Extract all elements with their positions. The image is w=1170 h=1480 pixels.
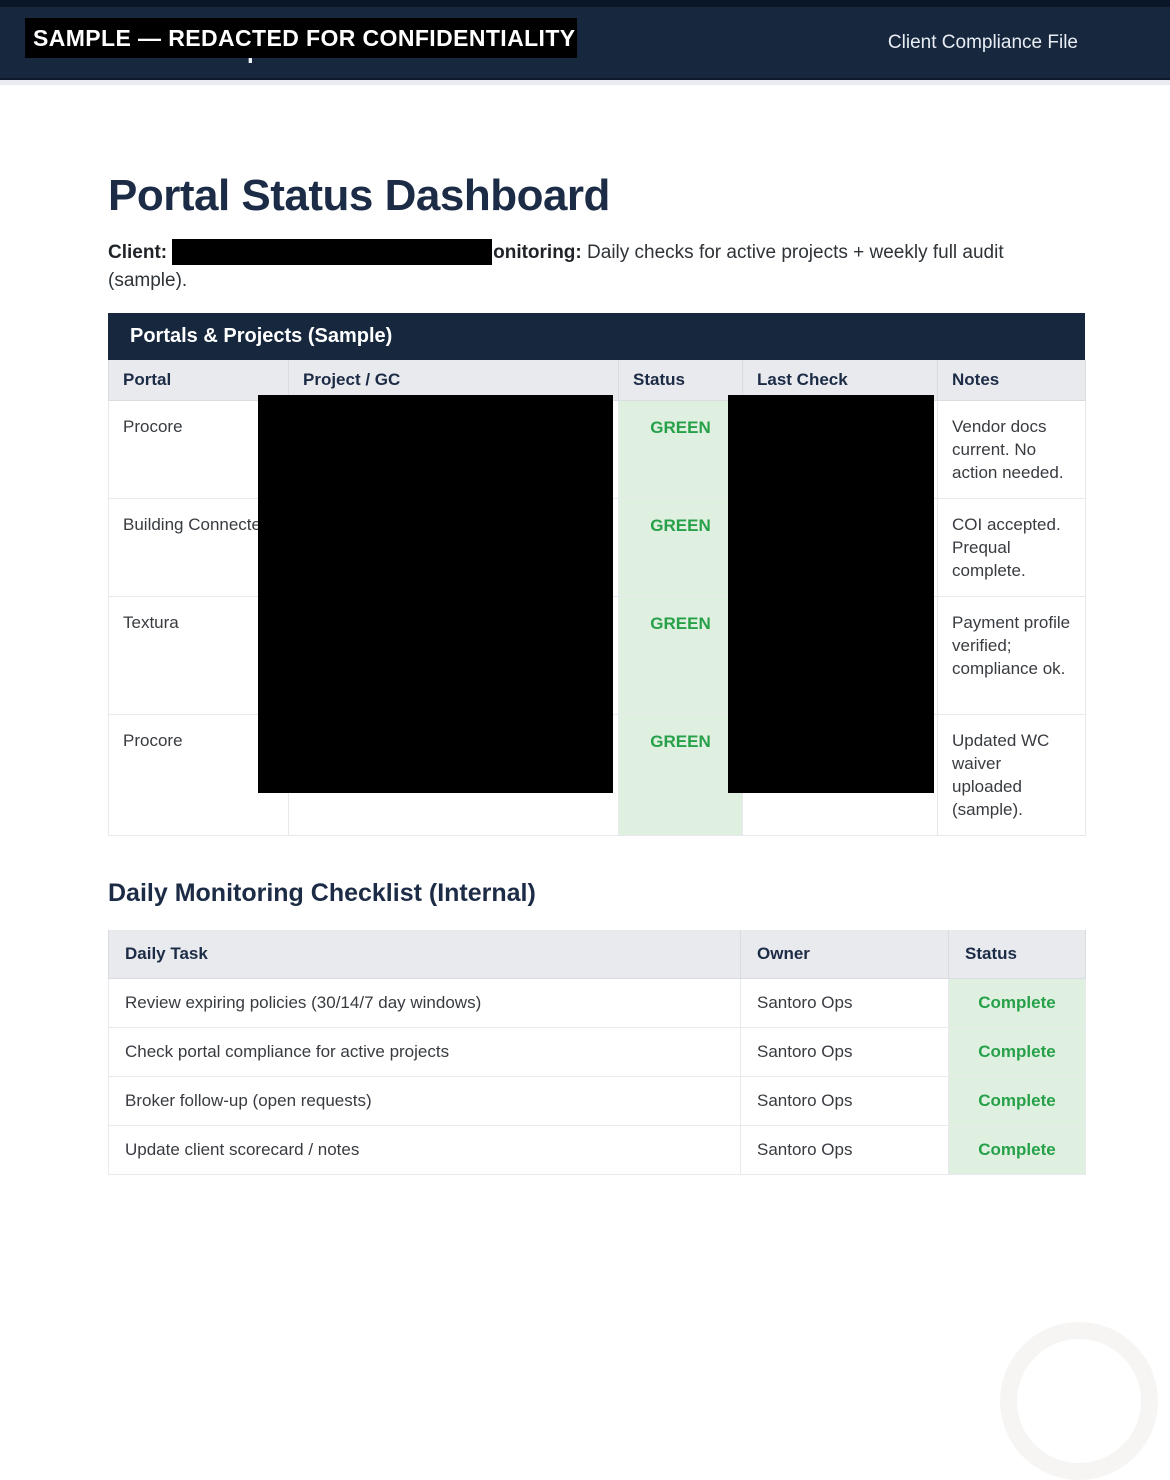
col-header-owner: Owner — [740, 930, 949, 979]
monitoring-label: onitoring: — [493, 242, 582, 263]
status-badge: GREEN — [650, 732, 711, 751]
status-badge: GREEN — [650, 516, 711, 535]
status-badge: GREEN — [650, 614, 711, 633]
owner-cell: Santoro Ops — [740, 1026, 949, 1077]
document-type-label: Client Compliance File — [887, 31, 1078, 53]
portal-cell: Procore — [108, 714, 289, 836]
status-badge: GREEN — [650, 418, 711, 437]
notes-cell: Payment profile verified; compliance ok. — [937, 596, 1086, 715]
status-badge: Complete — [978, 992, 1056, 1012]
task-cell: Check portal compliance for active proje… — [108, 1026, 741, 1077]
notes-cell: COI accepted. Prequal complete. — [937, 498, 1086, 597]
table-row: Broker follow-up (open requests) Santoro… — [108, 1075, 1086, 1126]
watermark-circle — [1000, 1322, 1158, 1480]
notes-cell: Vendor docs current. No action needed. — [937, 400, 1086, 499]
task-cell: Review expiring policies (30/14/7 day wi… — [108, 977, 741, 1028]
status-cell: Complete — [948, 977, 1086, 1028]
portals-section: Portals & Projects (Sample) Portal Proje… — [108, 313, 1086, 836]
owner-cell: Santoro Ops — [740, 1075, 949, 1126]
status-badge: Complete — [978, 1139, 1056, 1159]
table-row: Update client scorecard / notes Santoro … — [108, 1124, 1086, 1175]
col-header-last-check: Last Check — [742, 360, 938, 401]
status-cell: GREEN — [618, 714, 743, 836]
checklist-table: Daily Task Owner Status Review expiring … — [108, 930, 1086, 1175]
monitoring-text: Daily checks for active projects + weekl… — [108, 242, 1004, 291]
status-badge: Complete — [978, 1090, 1056, 1110]
table-row: Check portal compliance for active proje… — [108, 1026, 1086, 1077]
client-redaction-bar — [172, 239, 493, 265]
table-row: Review expiring policies (30/14/7 day wi… — [108, 977, 1086, 1028]
header-divider — [0, 80, 1170, 85]
portals-table-title: Portals & Projects (Sample) — [108, 313, 1085, 360]
redaction-box-project-gc — [258, 395, 613, 793]
intro-line: Client: onitoring: Daily checks for activ… — [108, 239, 1085, 295]
redaction-banner-label: SAMPLE — REDACTED FOR CONFIDENTIALITY — [33, 24, 576, 51]
top-bar: Santoro Compliance Firm SAMPLE — REDACTE… — [0, 0, 1170, 80]
status-cell: GREEN — [618, 596, 743, 715]
status-badge: Complete — [978, 1041, 1056, 1061]
owner-cell: Santoro Ops — [740, 977, 949, 1028]
col-header-notes: Notes — [937, 360, 1086, 401]
page-title: Portal Status Dashboard — [108, 171, 610, 220]
status-cell: GREEN — [618, 498, 743, 597]
status-cell: Complete — [948, 1075, 1086, 1126]
portals-header-row: Portal Project / GC Status Last Check No… — [108, 360, 1086, 401]
col-header-status: Status — [948, 930, 1086, 979]
redaction-box-last-check — [728, 395, 934, 793]
col-header-status: Status — [618, 360, 743, 401]
redaction-banner: SAMPLE — REDACTED FOR CONFIDENTIALITY — [25, 18, 577, 58]
status-cell: GREEN — [618, 400, 743, 499]
client-label: Client: — [108, 242, 168, 263]
checklist-title: Daily Monitoring Checklist (Internal) — [108, 879, 536, 907]
task-cell: Broker follow-up (open requests) — [108, 1075, 741, 1126]
col-header-daily-task: Daily Task — [108, 930, 741, 979]
owner-cell: Santoro Ops — [740, 1124, 949, 1175]
notes-cell: Updated WC waiver uploaded (sample). — [937, 714, 1086, 836]
status-cell: Complete — [948, 1026, 1086, 1077]
task-cell: Update client scorecard / notes — [108, 1124, 741, 1175]
col-header-portal: Portal — [108, 360, 289, 401]
status-cell: Complete — [948, 1124, 1086, 1175]
col-header-project-gc: Project / GC — [288, 360, 619, 401]
checklist-header-row: Daily Task Owner Status — [108, 930, 1086, 979]
main-content: Portal Status Dashboard Client: onitoring… — [0, 173, 1170, 1175]
